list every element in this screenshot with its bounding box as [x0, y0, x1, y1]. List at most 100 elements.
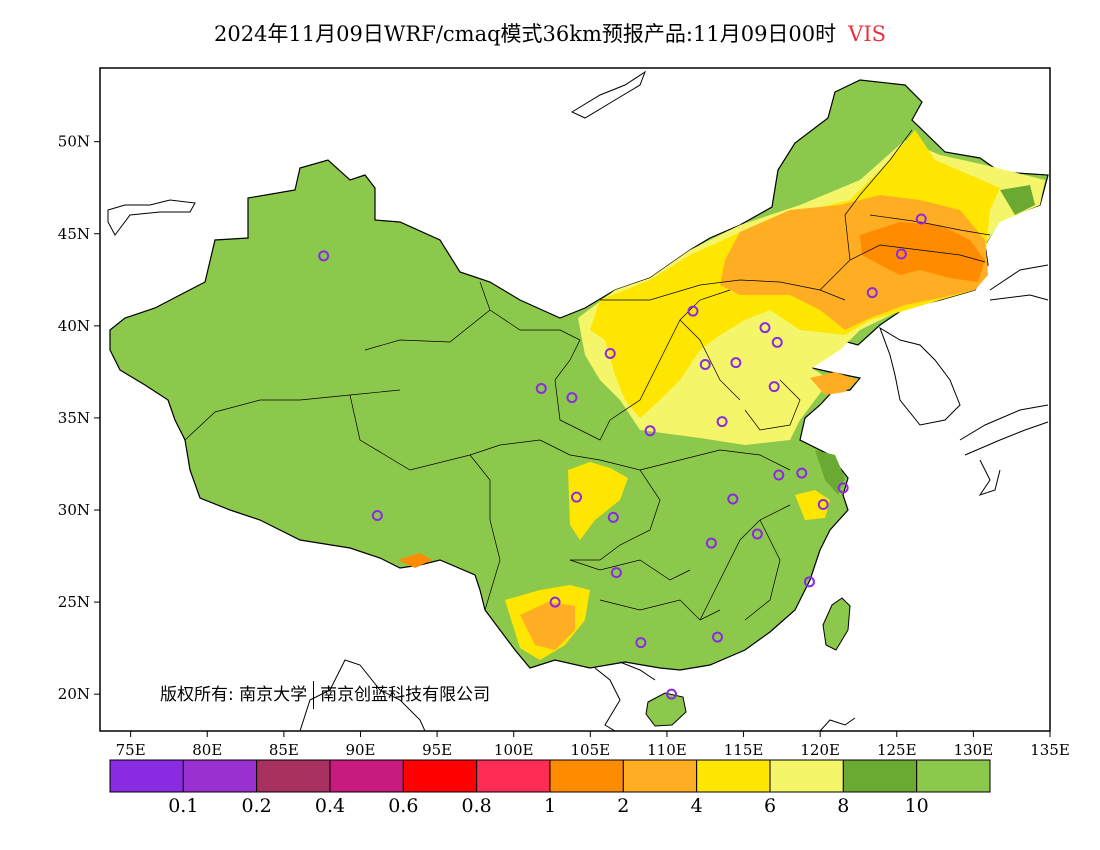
station-marker: [712, 631, 723, 643]
x-tick-label: 100E: [494, 741, 534, 759]
colorbar-swatch: [182, 759, 258, 793]
station-marker: [535, 382, 547, 394]
colorbar-label: 4: [691, 795, 703, 817]
copyright-org-nju: 南京大学: [239, 685, 308, 705]
x-tick-label: 85E: [269, 741, 299, 759]
border-xinjiang-qinghai: [364, 281, 491, 351]
station-marker: [604, 347, 616, 359]
border-yunnan-guizhou: [569, 559, 691, 581]
station-marker: [371, 510, 383, 522]
colorbar-swatch: [842, 759, 918, 793]
colorbar-label: 6: [764, 795, 776, 817]
station-marker: [773, 469, 785, 481]
vis-band-shandong-orange: [810, 372, 858, 395]
y-tick-label: 45N: [58, 225, 90, 243]
coast-northeast-east: [989, 264, 1049, 301]
coast-myanmar: [299, 659, 426, 731]
title-variable: VIS: [848, 22, 887, 46]
colorbar-label: 0.8: [462, 795, 492, 817]
colorbar-label: 8: [837, 795, 849, 817]
colorbar-swatch: [622, 759, 698, 793]
border-hunan-jiangxi: [699, 504, 791, 621]
station-marker: [635, 637, 647, 649]
longitude-axis: 75E 80E 85E 90E 95E 100E 105E 110E 115E 120E 125E 1…: [116, 731, 1070, 759]
coast-lake-baikal: [570, 70, 647, 119]
station-marker: [730, 357, 742, 369]
colorbar-swatch: [769, 759, 844, 793]
city-stations: [318, 213, 927, 700]
coast-balkhash: [107, 199, 196, 236]
station-marker: [803, 576, 815, 588]
coast-vietnam-inner: [619, 661, 656, 681]
border-xinjiang-xizang: [184, 389, 401, 441]
vis-band-coast-darkgreen: [815, 450, 845, 495]
station-marker: [895, 248, 907, 260]
station-marker: [705, 537, 717, 549]
y-tick-label: 50N: [58, 133, 90, 151]
border-jilin-heilongjiang: [869, 214, 991, 236]
station-marker: [318, 250, 330, 262]
colorbar-label: 0.2: [242, 795, 272, 817]
x-tick-label: 130E: [954, 741, 994, 759]
copyright-org-company: 南京创蓝科技有限公司: [320, 685, 491, 705]
y-tick-label: 20N: [58, 685, 90, 703]
x-tick-label: 95E: [422, 741, 452, 759]
x-tick-label: 110E: [647, 741, 687, 759]
map-title: 2024年11月09日WRF/cmaq模式36km预报产品:11月09日00时 V…: [0, 18, 1100, 48]
border-qinghai-gansu: [489, 309, 581, 381]
station-marker: [915, 213, 927, 225]
vis-band-yunnan-orange: [520, 602, 575, 650]
copyright-prefix: 版权所有:: [160, 685, 234, 705]
copyright-notice: 版权所有: 南京大学 南京创蓝科技有限公司: [160, 680, 490, 709]
x-tick-label: 120E: [800, 741, 840, 759]
station-marker: [866, 287, 878, 299]
vis-band-sichuan-yellow: [568, 462, 628, 540]
colorbar-label: 2: [617, 795, 629, 817]
vis-band-northeast-darkgreen: [1000, 185, 1035, 215]
border-central-ns: [609, 289, 731, 421]
visibility-shading: [398, 130, 1045, 660]
station-marker: [771, 336, 783, 348]
x-tick-label: 75E: [116, 741, 146, 759]
colorbar-label: 0.4: [315, 795, 345, 817]
colorbar-label: 1: [544, 795, 556, 817]
border-inner-mongolia-ne: [844, 129, 913, 261]
coast-philippines: [819, 717, 856, 731]
border-gansu-east: [554, 379, 611, 441]
map-frame: [99, 67, 1051, 732]
colorbar-swatch: [109, 759, 184, 793]
x-tick-label: 80E: [192, 741, 222, 759]
station-marker: [817, 498, 829, 510]
x-tick-label: 125E: [877, 741, 917, 759]
station-marker: [768, 381, 780, 393]
y-tick-label: 35N: [58, 409, 90, 427]
colorbar-swatch: [329, 759, 404, 793]
colorbar-swatch: [402, 759, 478, 793]
colorbar: 0.1 0.2 0.4 0.6 0.8 1 2 4 6 8 10: [109, 759, 991, 817]
y-tick-label: 30N: [58, 501, 90, 519]
colorbar-label: 0.1: [168, 795, 198, 817]
station-marker: [571, 491, 583, 503]
station-marker: [716, 416, 728, 428]
colorbar-label: 0.6: [388, 795, 418, 817]
border-jiangxi-fujian: [744, 519, 781, 621]
coast-vietnam: [594, 667, 621, 731]
colorbar-label: 10: [905, 795, 929, 817]
y-tick-label: 25N: [58, 593, 90, 611]
y-tick-label: 40N: [58, 317, 90, 335]
coast-japan: [959, 404, 1049, 496]
border-shanxi-hebei: [679, 319, 741, 401]
vis-band-dark-orange: [860, 222, 985, 282]
foreign-coastlines: [107, 70, 1049, 731]
copyright-separator: [313, 681, 315, 709]
station-marker: [699, 359, 711, 371]
colorbar-swatch: [696, 759, 771, 793]
station-marker: [607, 511, 619, 523]
border-shandong: [744, 379, 801, 431]
colorbar-swatch: [256, 759, 331, 793]
colorbar-swatch: [549, 759, 624, 793]
station-marker: [549, 596, 561, 608]
colorbar-swatch: [476, 759, 551, 793]
station-marker: [644, 425, 656, 437]
